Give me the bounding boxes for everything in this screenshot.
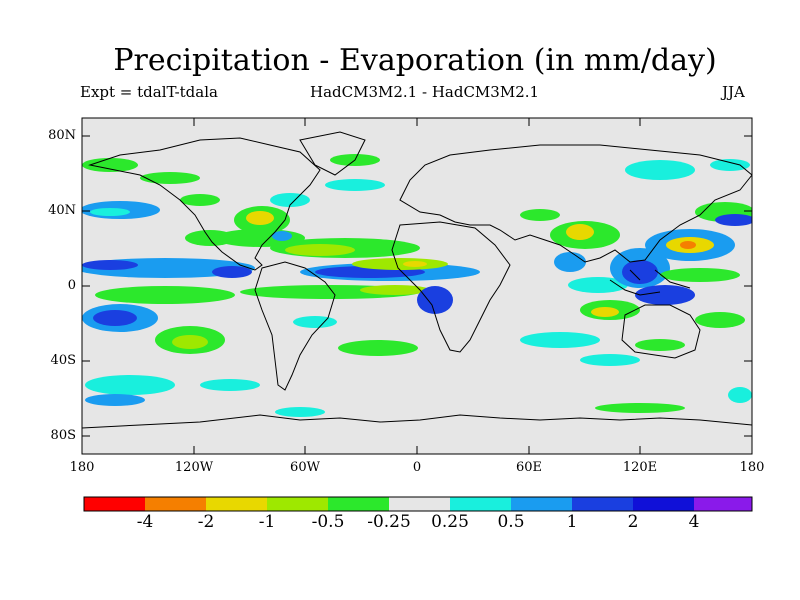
contour-region — [520, 332, 600, 348]
colorbar-swatch — [694, 497, 752, 511]
colorbar-swatch — [511, 497, 572, 511]
contour-region — [85, 375, 175, 395]
contour-region — [352, 258, 448, 270]
lon-label-120e: 120E — [622, 460, 658, 475]
contour-region — [180, 194, 220, 206]
lon-label-120w: 120W — [174, 460, 214, 475]
contour-region — [635, 339, 685, 351]
colorbar-border — [83, 496, 753, 512]
colorbar-swatch — [633, 497, 694, 511]
colorbar-label: -0.25 — [367, 512, 411, 532]
contour-region — [580, 354, 640, 366]
colorbar-label: 2 — [627, 512, 639, 532]
contour-region — [566, 224, 594, 240]
contour-region — [554, 252, 586, 272]
contour-region — [710, 159, 750, 171]
contour-region — [172, 335, 208, 349]
experiment-label: Expt = tdalT-tdala — [80, 83, 218, 101]
colorbar-label: -2 — [197, 512, 215, 532]
models-label: HadCM3M2.1 - HadCM3M2.1 — [310, 83, 540, 101]
colorbar-swatch — [450, 497, 511, 511]
contour-region — [625, 160, 695, 180]
contour-region — [212, 266, 252, 278]
contour-region — [591, 307, 619, 317]
contour-region — [728, 387, 752, 403]
lon-label-60e: 60E — [515, 460, 543, 475]
contour-region — [635, 285, 695, 305]
contour-region — [595, 403, 685, 413]
contour-region — [520, 209, 560, 221]
contour-region — [403, 261, 427, 267]
contour-region — [185, 230, 235, 246]
coastline-eurasia — [399, 144, 752, 263]
contour-region — [272, 231, 292, 241]
coastline-indonesia — [609, 269, 691, 296]
contour-region — [325, 179, 385, 191]
lat-label-80n: 80N — [48, 128, 76, 143]
contour-region — [680, 241, 696, 249]
contour-region — [95, 286, 235, 304]
contour-region — [275, 407, 325, 417]
contour-region — [293, 316, 337, 328]
colorbar-swatch — [572, 497, 633, 511]
lon-label-60w: 60W — [290, 460, 320, 475]
colorbar-label: 1 — [566, 512, 578, 532]
lat-label-80s: 80S — [50, 428, 76, 443]
contour-region — [246, 211, 274, 225]
contour-region — [622, 260, 658, 284]
axis-ticks — [82, 118, 752, 454]
contour-region — [82, 260, 138, 270]
colorbar-swatch — [389, 497, 450, 511]
season-label: JJA — [722, 83, 745, 101]
colorbar-label: 4 — [688, 512, 700, 532]
lon-label-180w: 180 — [69, 460, 95, 475]
contour-region — [93, 310, 137, 326]
colorbar-label: -4 — [136, 512, 154, 532]
contour-region — [140, 172, 200, 184]
colorbar-swatch — [267, 497, 328, 511]
coastlines — [82, 131, 752, 429]
contour-region — [660, 268, 740, 282]
coastline-south-america — [254, 261, 336, 391]
colorbar-swatch — [84, 497, 145, 511]
coastline-antarctica — [82, 414, 752, 429]
colorbar — [83, 496, 753, 512]
contour-region — [695, 312, 745, 328]
lon-label-0: 0 — [412, 460, 422, 475]
lat-label-0: 0 — [67, 278, 76, 293]
contour-region — [270, 193, 310, 207]
colorbar-swatch — [328, 497, 389, 511]
coastline-greenland — [299, 131, 366, 176]
contour-region — [85, 394, 145, 406]
contour-region — [715, 214, 752, 226]
contour-region — [338, 340, 418, 356]
colorbar-swatch — [206, 497, 267, 511]
contour-region — [360, 285, 430, 295]
colorbar-label: 0.5 — [497, 512, 525, 532]
coastline-australia — [621, 304, 701, 359]
colorbar-label: -0.5 — [311, 512, 345, 532]
coastline-north-america — [88, 137, 321, 271]
contour-region — [417, 286, 453, 314]
contour-region — [285, 244, 355, 256]
precip-field — [82, 154, 752, 417]
colorbar-label: -1 — [258, 512, 276, 532]
contour-region — [200, 379, 260, 391]
plot-title: Precipitation - Evaporation (in mm/day) — [113, 43, 717, 78]
contour-region — [82, 158, 138, 172]
colorbar-label: 0.25 — [431, 512, 469, 532]
lat-label-40s: 40S — [50, 353, 76, 368]
contour-region — [90, 208, 130, 216]
lat-label-40n: 40N — [48, 203, 76, 218]
lon-label-180e: 180 — [739, 460, 765, 475]
colorbar-swatch — [145, 497, 206, 511]
contour-region — [568, 277, 628, 293]
coastline-africa — [391, 221, 511, 353]
